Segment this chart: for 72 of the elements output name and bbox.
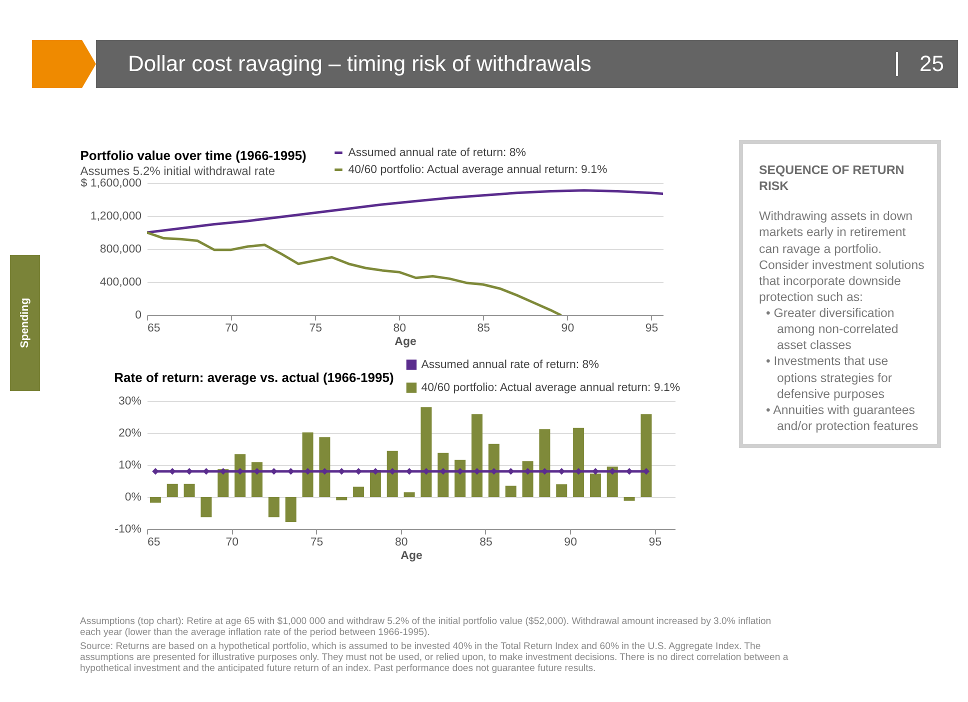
text: • Investments that use options strategies for defensive purposes	[765, 353, 894, 402]
bar	[166, 484, 178, 497]
x-tick-label: 75	[310, 536, 324, 548]
bar	[200, 497, 212, 518]
x-tick-label: 75	[309, 322, 322, 334]
bar	[505, 486, 516, 497]
x-tick-label: 65	[148, 536, 160, 548]
x-tick-label: 80	[394, 536, 408, 548]
legend-label: Assumed annual rate of return: 8%	[348, 146, 526, 159]
bar	[184, 484, 195, 497]
bar	[454, 460, 466, 497]
bar	[522, 461, 534, 497]
text: Withdrawing assets in down markets early in retirement can ravage a portfolio. Consider investment solutions that incorporate downside protection such as:	[759, 208, 926, 305]
bar	[285, 497, 296, 522]
y-tick-label: 1,200,000	[90, 210, 142, 222]
bar	[624, 497, 635, 501]
chart-subtitle: Assumes 5.2% initial withdrawal rate	[80, 164, 276, 178]
bar	[438, 452, 449, 497]
text: Spending	[19, 298, 31, 348]
bar	[234, 454, 246, 497]
bar	[268, 497, 280, 518]
x-tick-label: 85	[480, 536, 492, 548]
x-tick-label: 90	[561, 322, 574, 334]
chart-title: Portfolio value over time (1966-1995)	[80, 148, 306, 163]
bar	[539, 429, 550, 497]
x-tick-label: 85	[477, 322, 490, 334]
bar	[556, 484, 568, 497]
bar	[150, 497, 161, 503]
y-tick-label: 10%	[118, 460, 142, 472]
bar	[488, 444, 500, 497]
legend-label: 40/60 portfolio: Actual average annual return: 9.1%	[348, 164, 608, 176]
x-tick-label: 70	[226, 536, 239, 548]
y-tick-label: 800,000	[100, 244, 142, 256]
bar	[319, 437, 330, 497]
text: • Greater diversification among non-correlated asset classes	[765, 305, 900, 354]
x-axis-title: Age	[400, 550, 422, 562]
text: • Annuities with guarantees and/or protection features	[765, 402, 920, 434]
bar	[386, 450, 398, 497]
legend-label: 40/60 portfolio: Actual average annual return: 9.1%	[421, 382, 680, 394]
text: 25	[920, 50, 944, 78]
bar	[302, 432, 314, 497]
y-tick-label: 0%	[124, 492, 142, 504]
bar	[336, 497, 348, 500]
line-series	[147, 231, 562, 315]
x-tick-label: 80	[393, 322, 406, 334]
y-tick-label: $ 1,600,000	[80, 178, 142, 190]
bar	[573, 428, 584, 497]
x-tick-label: 65	[148, 322, 160, 334]
y-tick-label: 400,000	[100, 276, 142, 288]
text: Assumptions (top chart): Retire at age 65 with $1,000 000 and withdraw 5.2% of the initial portfolio value ($52,000). Withdrawal amount increased by 3.0% inflation each year (lower than the average inflation rate of the period between 1966-1995).	[80, 616, 772, 638]
bar	[353, 486, 364, 497]
x-tick-label: 90	[564, 536, 577, 548]
text: Dollar cost ravaging – timing risk of withdrawals	[128, 50, 592, 78]
chart-title: Rate of return: average vs. actual (1966-1995)	[114, 370, 394, 385]
source-note: Source: Returns are based on a hypothetical portfolio, which is assumed to be invested 40% in the Total Return Index and 60% in the U.S. Aggregate Index. The assumptions are presented for illustrative purposes only. They must not be used, or relied upon, to make investment decisions. There is no direct correlation between a hypothetical investment and the anticipated future return of an index. Past performance does not guarantee future results.	[80, 641, 790, 674]
bar	[590, 474, 601, 497]
y-tick-label: 0	[135, 310, 142, 322]
x-axis-title: Age	[394, 336, 416, 348]
bar	[640, 414, 652, 497]
y-tick-label: 30%	[118, 396, 142, 408]
bar	[472, 414, 482, 497]
y-tick-label: 20%	[118, 428, 142, 440]
bar	[420, 407, 432, 497]
legend-label: Assumed annual rate of return: 8%	[421, 358, 599, 371]
x-tick-label: 70	[225, 322, 238, 334]
text: SEQUENCE OF RETURN RISK	[759, 162, 906, 194]
bar	[404, 492, 415, 497]
y-tick-label: -10%	[114, 524, 142, 536]
bar	[252, 462, 262, 497]
x-tick-label: 95	[648, 536, 662, 548]
x-tick-label: 95	[645, 322, 658, 334]
line-series	[147, 189, 663, 234]
